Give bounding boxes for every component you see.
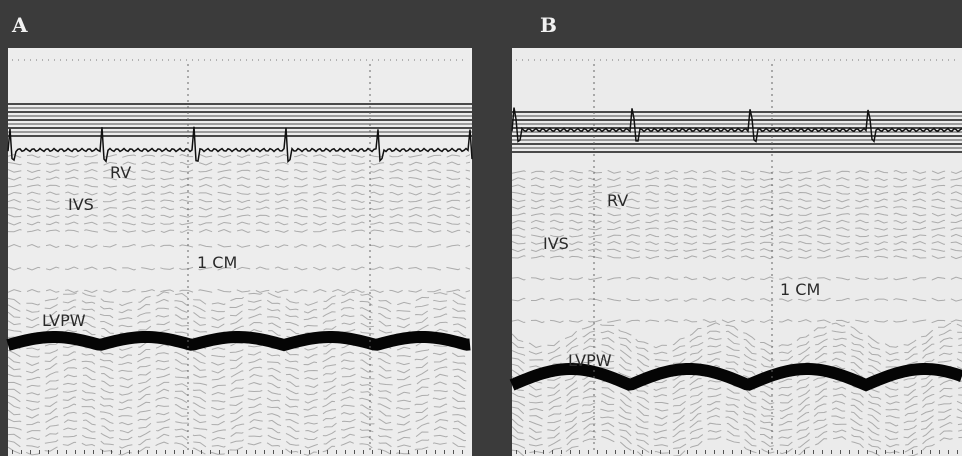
annotation: 1 CM xyxy=(780,280,820,299)
panel-label: B xyxy=(540,13,557,37)
annotation: IVS xyxy=(68,195,94,214)
annotation: IVS xyxy=(543,234,569,253)
panel-label: A xyxy=(11,13,28,37)
annotation: 1 CM xyxy=(197,253,237,272)
annotation: RV xyxy=(110,163,131,182)
panel-b xyxy=(512,48,962,456)
annotation: RV xyxy=(607,191,628,210)
annotation: LVPW xyxy=(42,311,86,330)
panel-a xyxy=(8,48,472,456)
annotation: LVPW xyxy=(568,351,612,370)
echo-figure: A RV IVS 1 CM LVPW B RV IVS 1 CM LVPW xyxy=(0,0,962,456)
